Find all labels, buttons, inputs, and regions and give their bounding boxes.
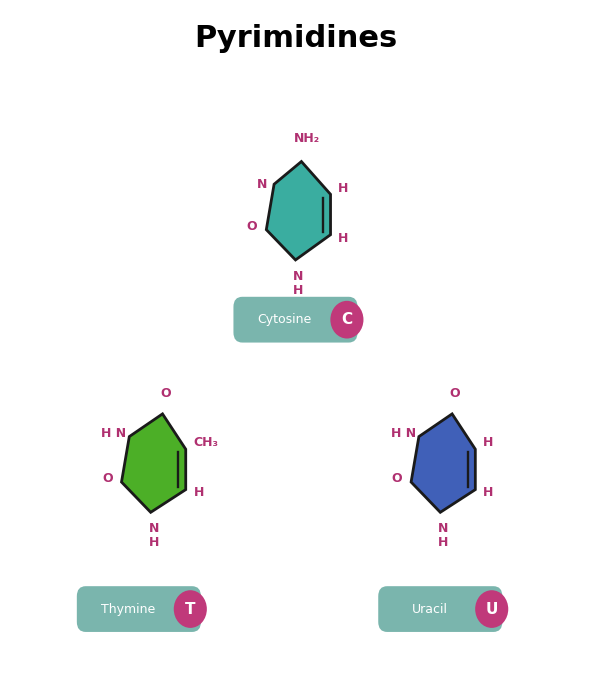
Text: O: O: [102, 472, 113, 485]
Text: N: N: [438, 522, 449, 536]
Text: H: H: [337, 232, 348, 244]
Text: O: O: [450, 388, 460, 400]
Text: N: N: [256, 178, 267, 190]
FancyBboxPatch shape: [77, 586, 201, 632]
Text: H: H: [293, 283, 304, 297]
Text: NH₂: NH₂: [294, 132, 320, 145]
FancyBboxPatch shape: [233, 297, 358, 343]
Text: O: O: [247, 220, 258, 233]
Text: Pyrimidines: Pyrimidines: [194, 24, 397, 52]
Text: H: H: [483, 487, 493, 499]
Circle shape: [174, 590, 207, 628]
Text: H N: H N: [391, 427, 416, 439]
Circle shape: [330, 301, 363, 339]
Circle shape: [475, 590, 508, 628]
Text: N: N: [293, 270, 304, 283]
Text: O: O: [160, 388, 171, 400]
Text: H N: H N: [101, 427, 126, 439]
Text: H: H: [193, 487, 204, 499]
Text: H: H: [148, 536, 159, 549]
Polygon shape: [267, 162, 330, 260]
FancyBboxPatch shape: [378, 586, 502, 632]
Text: H: H: [483, 436, 493, 449]
Text: U: U: [486, 602, 498, 616]
Text: Cytosine: Cytosine: [258, 313, 312, 326]
Text: CH₃: CH₃: [193, 436, 219, 449]
Text: N: N: [148, 522, 159, 536]
Text: T: T: [185, 602, 196, 616]
Text: Thymine: Thymine: [101, 602, 155, 616]
Text: O: O: [392, 472, 402, 485]
Text: H: H: [337, 182, 348, 195]
Text: C: C: [342, 312, 352, 327]
Text: H: H: [438, 536, 449, 549]
Polygon shape: [122, 414, 186, 512]
Text: Uracil: Uracil: [412, 602, 447, 616]
Polygon shape: [411, 414, 475, 512]
